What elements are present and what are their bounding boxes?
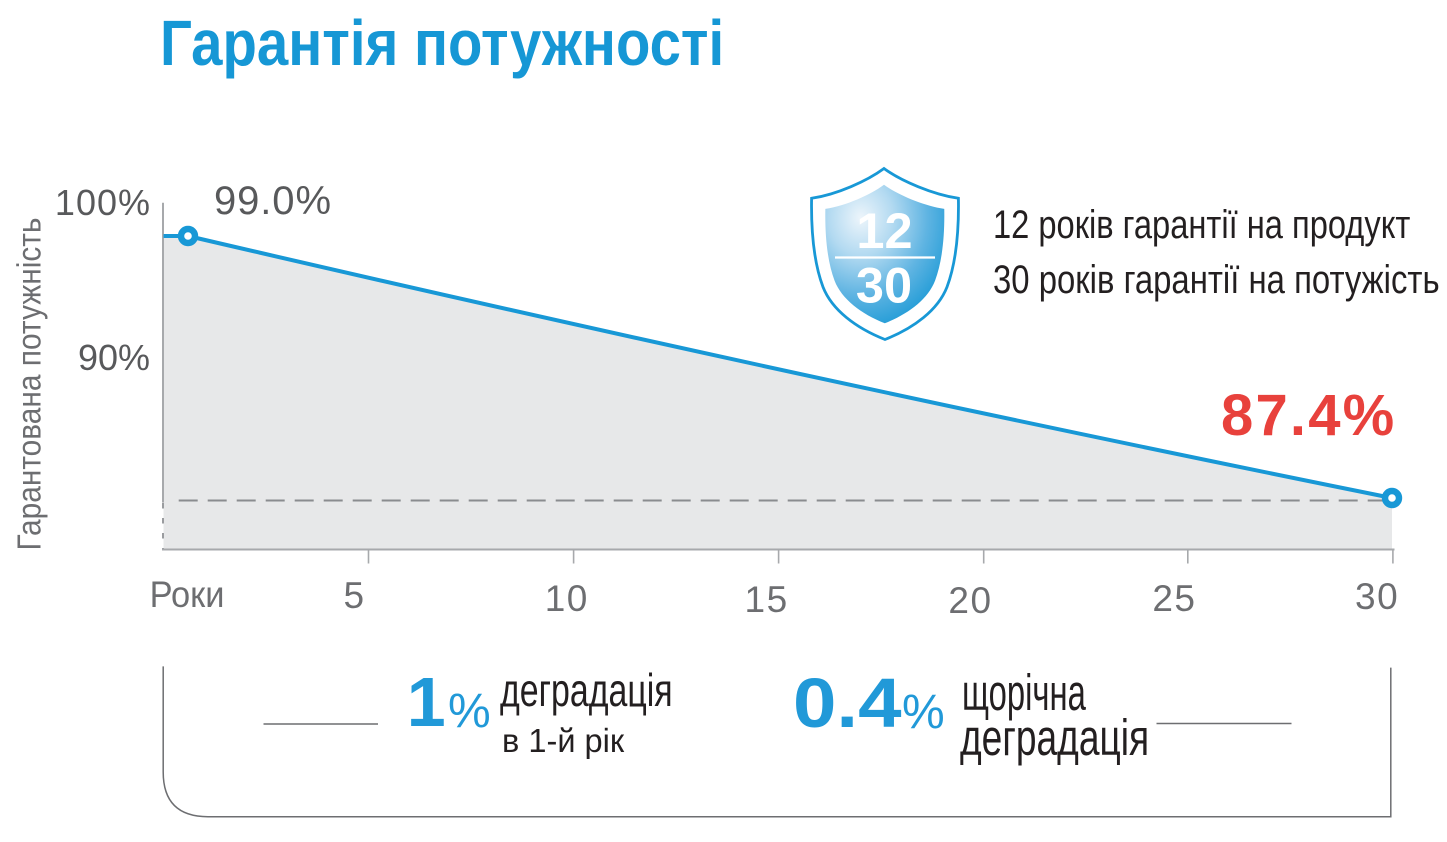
svg-text:12: 12 <box>856 202 912 259</box>
svg-text:30: 30 <box>856 256 912 313</box>
